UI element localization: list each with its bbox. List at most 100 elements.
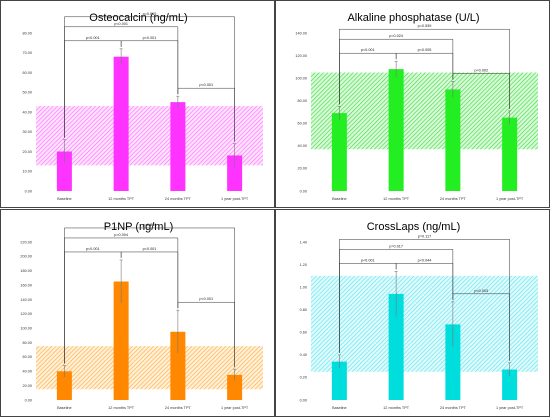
y-tick-label: 140.00 <box>295 31 307 35</box>
x-tick-label: 1 year post-TPT <box>221 197 249 201</box>
bar <box>56 151 72 191</box>
y-tick-label: 40.00 <box>297 144 307 148</box>
y-tick-label: 50.00 <box>22 91 32 95</box>
bar <box>56 371 72 400</box>
y-tick-label: 200.00 <box>20 255 32 259</box>
chart-title: CrossLaps (ng/mL) <box>367 221 461 233</box>
bar <box>445 324 461 400</box>
reference-range-hatch <box>36 106 263 166</box>
y-tick-label: 70.00 <box>22 51 32 55</box>
y-tick-label: 0.80 <box>300 308 307 312</box>
x-tick-label: 12 months TPT <box>108 406 135 410</box>
chart-panel-alkaline-phosphatase: Alkaline phosphatase (U/L) 0.00 20.00 40.0… <box>275 0 550 208</box>
p-value-label: p=0.615 <box>143 12 157 16</box>
x-tick-label: Baseline <box>332 406 347 410</box>
y-tick-label: 0.20 <box>300 376 307 380</box>
y-tick-label: 100.00 <box>20 326 32 330</box>
x-tick-label: 12 months TPT <box>108 197 135 201</box>
x-tick-label: 12 months TPT <box>383 197 410 201</box>
p-value-label: p=0.300 <box>143 223 157 227</box>
bar <box>502 369 518 400</box>
bar <box>388 69 404 191</box>
x-tick-label: 24 months TPT <box>165 406 192 410</box>
bar <box>113 56 129 192</box>
y-tick-label: 1.00 <box>300 285 307 289</box>
bar <box>227 374 243 400</box>
bar <box>502 117 518 191</box>
p-value-label: p=0.017 <box>389 244 403 248</box>
p-value-label: p<0.005 <box>418 48 432 52</box>
bar <box>331 361 347 400</box>
reference-range-hatch <box>311 72 538 150</box>
y-tick-label: 1.20 <box>300 263 307 267</box>
y-tick-label: 120.00 <box>20 312 32 316</box>
chart-panel-p1np: P1NP (ng/mL) 0.00 20.00 40.00 60.00 80.00 100… <box>0 209 275 417</box>
y-tick-label: 60.00 <box>297 122 307 126</box>
y-tick-label: 0.00 <box>25 189 32 193</box>
chart-alkaline-phosphatase: Alkaline phosphatase (U/L) 0.00 20.00 40.0… <box>295 12 538 201</box>
y-tick-label: 0.00 <box>25 398 32 402</box>
p-value-label: p<0.001 <box>199 83 213 87</box>
bar <box>388 293 404 400</box>
significance-bracket <box>120 251 179 309</box>
p-value-label: p<0.003 <box>474 289 488 293</box>
p-value-label: p<0.001 <box>86 36 100 40</box>
chart-panel-osteocalcin: Osteocalcin (ng/mL) 0.00 10.00 20.00 30.00 4… <box>0 0 275 208</box>
reference-range-hatch <box>311 275 538 372</box>
y-tick-label: 40.00 <box>22 110 32 114</box>
x-tick-label: 24 months TPT <box>440 406 467 410</box>
chart-title: Alkaline phosphatase (U/L) <box>347 12 479 24</box>
bar <box>113 281 129 400</box>
p-value-label: p<0.001 <box>86 247 100 251</box>
y-tick-label: 80.00 <box>297 99 307 103</box>
p-value-label: p<0.002 <box>474 69 488 73</box>
chart-title: P1NP (ng/mL) <box>104 221 174 233</box>
chart-panel-crosslaps: CrossLaps (ng/mL) 0.00 0.20 0.40 0.60 0.80 1.… <box>275 209 550 417</box>
chart-osteocalcin: Osteocalcin (ng/mL) 0.00 10.00 20.00 30.00 4… <box>22 12 263 201</box>
y-tick-label: 60.00 <box>22 71 32 75</box>
chart-title: Osteocalcin (ng/mL) <box>89 12 187 24</box>
y-tick-label: 0.60 <box>300 331 307 335</box>
y-tick-label: 180.00 <box>20 269 32 273</box>
y-tick-label: 1.40 <box>300 240 307 244</box>
y-tick-label: 20.00 <box>297 167 307 171</box>
x-tick-label: 1 year post-TPT <box>496 197 524 201</box>
significance-bracket <box>339 239 510 361</box>
y-tick-label: 10.00 <box>22 170 32 174</box>
p-value-label: p=0.004 <box>114 233 128 237</box>
significance-bracket <box>120 40 179 95</box>
reference-range-hatch <box>36 346 263 390</box>
bar <box>331 113 347 191</box>
y-tick-label: 60.00 <box>22 355 32 359</box>
p-value-label: p<0.001 <box>199 297 213 301</box>
y-tick-label: 20.00 <box>22 384 32 388</box>
y-tick-label: 80.00 <box>22 341 32 345</box>
x-tick-label: 24 months TPT <box>165 197 192 201</box>
y-tick-label: 160.00 <box>20 283 32 287</box>
chart-crosslaps: CrossLaps (ng/mL) 0.00 0.20 0.40 0.60 0.80 1.… <box>300 221 538 410</box>
bar <box>170 331 186 400</box>
p-value-label: p<0.001 <box>143 247 157 251</box>
x-tick-label: 1 year post-TPT <box>496 406 524 410</box>
significance-bracket <box>64 227 235 368</box>
x-tick-label: 24 months TPT <box>440 197 467 201</box>
x-tick-label: Baseline <box>57 406 72 410</box>
y-tick-label: 0.40 <box>300 353 307 357</box>
p-value-label: p=0.539 <box>418 24 432 28</box>
chart-p1np: P1NP (ng/mL) 0.00 20.00 40.00 60.00 80.00 100… <box>20 221 263 410</box>
p-value-label: p<0.001 <box>361 258 375 262</box>
p-value-label: p=0.117 <box>418 234 432 238</box>
p-value-label: p<0.001 <box>361 48 375 52</box>
x-tick-label: Baseline <box>57 197 72 201</box>
y-tick-label: 120.00 <box>295 54 307 58</box>
y-tick-label: 140.00 <box>20 298 32 302</box>
x-tick-label: Baseline <box>332 197 347 201</box>
bar <box>445 89 461 191</box>
p-value-label: p<0.044 <box>418 258 432 262</box>
y-tick-label: 0.00 <box>300 398 307 402</box>
y-tick-label: 80.00 <box>22 31 32 35</box>
significance-bracket <box>64 16 235 142</box>
y-tick-label: 220.00 <box>20 240 32 244</box>
p-value-label: p<0.001 <box>114 22 128 26</box>
